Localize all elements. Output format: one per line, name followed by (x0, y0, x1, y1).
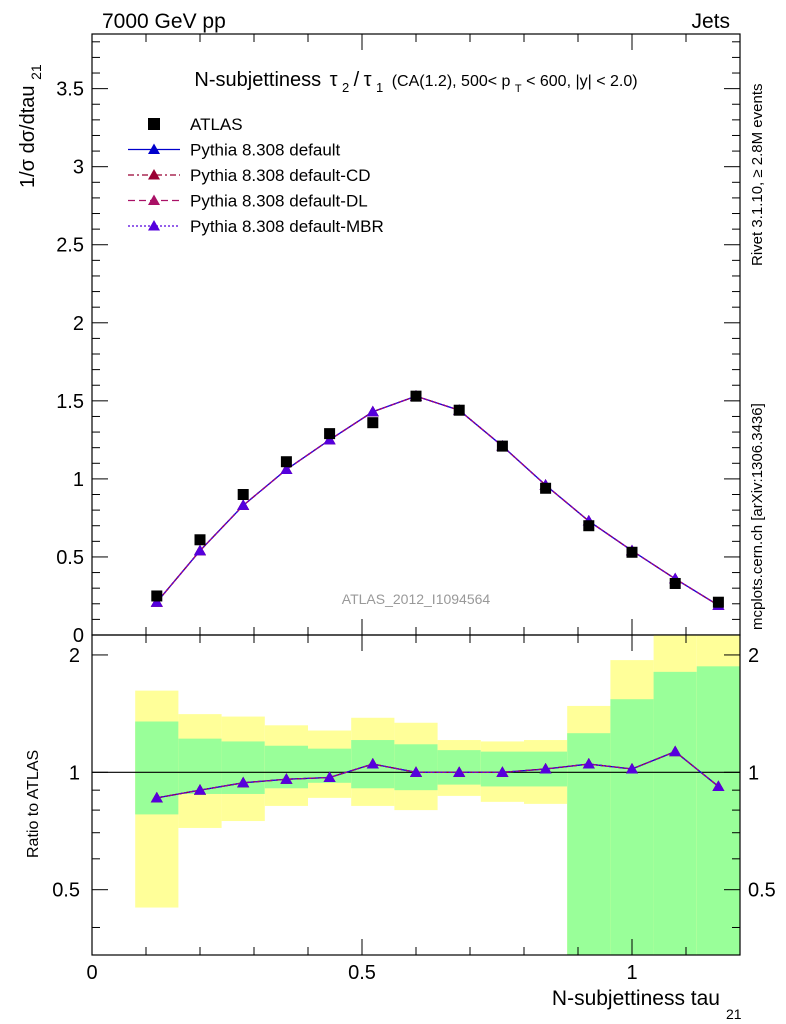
mc-point (280, 463, 293, 475)
mc-line-2 (156, 395, 719, 606)
y-tick-label: 0.5 (56, 547, 84, 569)
chart-title: N-subjettiness τ 2 / τ 1 (CA(1.2), 500< … (194, 69, 637, 96)
ratio-y-tick-label-right: 2 (748, 645, 759, 667)
atlas-point (367, 417, 379, 429)
ratio-point (539, 762, 552, 774)
mc-point (194, 544, 206, 556)
title-tau2-sub: 2 (342, 80, 349, 95)
atlas-point (540, 482, 552, 494)
x-tick-label: 0 (86, 962, 97, 984)
x-axis-label-text: N-subjettiness tau (552, 987, 720, 1010)
ratio-band-inner (653, 671, 697, 955)
ratio-y-tick-label: 0.5 (52, 880, 80, 902)
title-main: N-subjettiness (194, 69, 321, 91)
atlas-point (583, 520, 595, 532)
title-tau2: τ (330, 69, 338, 91)
legend-marker (148, 143, 160, 154)
title-tau1: τ (364, 69, 372, 91)
legend-label: Pythia 8.308 default (190, 141, 341, 160)
mc-line-1 (156, 395, 719, 606)
legend-atlas-marker (148, 118, 160, 130)
title-cuts-b: < 600, |y| < 2.0) (526, 73, 638, 90)
legend: ATLAS Pythia 8.308 default Pythia 8.308 de… (128, 115, 384, 236)
ratio-band-inner (610, 699, 654, 955)
ratio-point (453, 766, 466, 777)
x-tick-label: 1 (626, 962, 637, 984)
header-right: Jets (691, 10, 730, 33)
legend-label: Pythia 8.308 default-DL (190, 192, 368, 211)
atlas-point (237, 489, 249, 501)
mc-point (237, 499, 250, 510)
ratio-band-inner (696, 666, 740, 955)
atlas-point (280, 456, 292, 468)
ratio-line-3 (156, 750, 719, 799)
atlas-point (626, 546, 638, 558)
ratio-point (366, 758, 379, 769)
atlas-point (151, 590, 163, 602)
x-tick-label: 0.5 (348, 962, 376, 984)
legend-atlas-label: ATLAS (190, 115, 243, 134)
y-axis-label: 1/σ dσ/dtau 21 (17, 64, 44, 188)
atlas-point (194, 534, 206, 546)
legend-marker (148, 220, 160, 231)
ratio-point (582, 758, 595, 769)
x-axis-label: N-subjettiness tau (552, 987, 720, 1010)
y-tick-label: 1 (73, 469, 84, 491)
ratio-point (194, 784, 206, 795)
mc-line-4 (156, 395, 719, 606)
header-left: 7000 GeV pp (102, 10, 226, 33)
ratio-line-4 (156, 750, 719, 799)
mc-point (366, 405, 379, 417)
analysis-watermark: ATLAS_2012_I1094564 (342, 591, 491, 607)
ratio-point (712, 780, 725, 791)
ratio-y-tick-label: 2 (69, 645, 80, 667)
atlas-point (712, 596, 724, 608)
y-tick-label: 1.5 (56, 391, 84, 413)
main-plot-area: 0 0.5 1 1.5 2 2.5 3 3.5 (56, 33, 741, 647)
y-tick-label: 3.5 (56, 79, 84, 101)
ratio-y-tick-label-right: 1 (748, 762, 759, 784)
atlas-point (324, 428, 336, 440)
y-axis-label-text: 1/σ dσ/dtau (17, 85, 39, 188)
atlas-point (496, 440, 508, 452)
y-tick-label: 0 (73, 625, 84, 647)
mcplots-label: mcplots.cern.ch [arXiv:1306.3436] (749, 403, 766, 630)
ratio-band-inner (567, 733, 611, 955)
y-axis-label-sub: 21 (28, 64, 44, 80)
legend-label: Pythia 8.308 default-CD (190, 166, 371, 185)
title-cuts-a: (CA(1.2), 500< p (392, 73, 511, 90)
ratio-point (150, 791, 163, 803)
ratio-y-axis-label: Ratio to ATLAS (25, 750, 42, 858)
title-tau1-sub: 1 (376, 80, 383, 95)
legend-label: Pythia 8.308 default-MBR (190, 217, 384, 236)
ratio-point (410, 766, 422, 777)
atlas-point (410, 390, 422, 402)
rivet-label: Rivet 3.1.10, ≥ 2.8M events (749, 84, 766, 267)
ratio-point (626, 762, 638, 774)
ratio-point (496, 766, 509, 777)
ratio-plot-area: 0 0.5 1 0.5 0.5 1 1 2 2 (52, 634, 776, 984)
y-tick-label: 2 (73, 313, 84, 335)
ratio-point (323, 771, 336, 782)
y-tick-label: 2.5 (56, 235, 84, 257)
y-tick-label: 3 (73, 157, 84, 179)
ratio-point (669, 745, 682, 757)
ratio-y-tick-label-right: 0.5 (748, 880, 776, 902)
atlas-point (453, 404, 465, 416)
x-axis-label-sub: 21 (726, 1006, 742, 1022)
atlas-point (669, 577, 681, 589)
title-cuts-sub: T (515, 83, 522, 95)
mc-line-3 (156, 395, 719, 606)
legend-marker (148, 169, 160, 180)
ratio-point (237, 776, 250, 788)
ratio-y-tick-label: 1 (69, 762, 80, 784)
title-slash: / (354, 69, 360, 91)
legend-marker (148, 194, 160, 205)
ratio-point (280, 773, 293, 784)
